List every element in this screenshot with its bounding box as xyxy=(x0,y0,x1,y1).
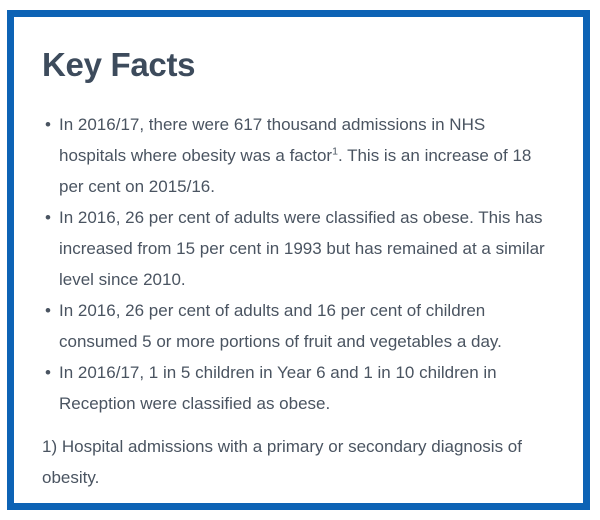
fact-text: In 2016/17, 1 in 5 children in Year 6 an… xyxy=(59,363,497,413)
footnote-marker: 1 xyxy=(332,145,338,158)
facts-list: • In 2016/17, there were 617 thousand ad… xyxy=(14,109,583,419)
bullet-icon: • xyxy=(45,115,51,134)
list-item: • In 2016/17, 1 in 5 children in Year 6 … xyxy=(45,357,583,419)
bullet-icon: • xyxy=(45,363,51,382)
fact-text-segment: . This is an increase of 18 per cent on … xyxy=(59,146,532,196)
list-item: • In 2016, 26 per cent of adults and 16 … xyxy=(45,295,583,357)
fact-text: In 2016, 26 per cent of adults and 16 pe… xyxy=(59,301,502,351)
key-facts-box: Key Facts • In 2016/17, there were 617 t… xyxy=(7,10,590,510)
bullet-icon: • xyxy=(45,208,51,227)
page-title: Key Facts xyxy=(42,46,196,83)
footnote: 1) Hospital admissions with a primary or… xyxy=(42,437,522,487)
fact-text: In 2016/17, there were 617 thousand admi… xyxy=(59,109,554,202)
bullet-icon: • xyxy=(45,301,51,320)
fact-text: In 2016, 26 per cent of adults were clas… xyxy=(59,208,545,289)
list-item: • In 2016/17, there were 617 thousand ad… xyxy=(45,109,583,202)
fact-text-segment: In 2016/17, there were 617 thousand admi… xyxy=(59,115,486,165)
list-item: • In 2016, 26 per cent of adults were cl… xyxy=(45,202,583,295)
